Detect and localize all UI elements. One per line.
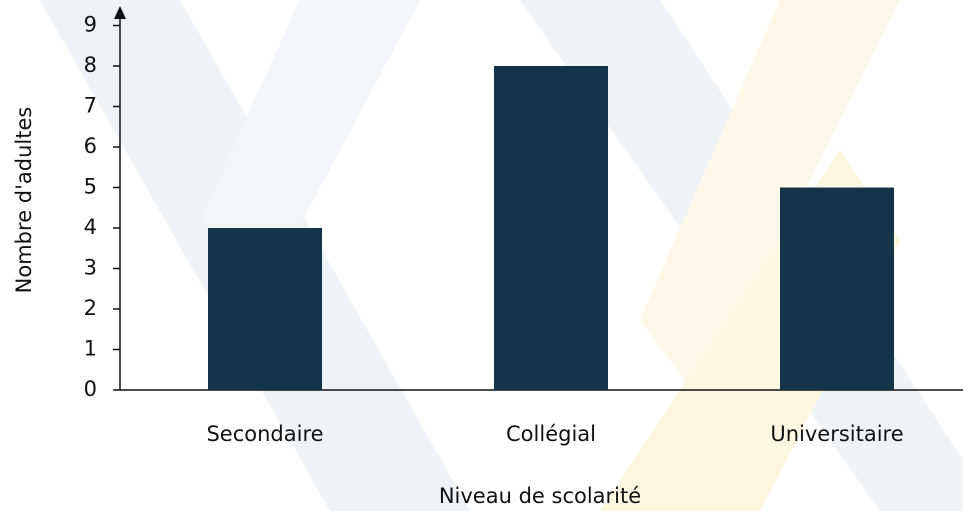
x-tick-label: Secondaire bbox=[206, 422, 323, 446]
y-tick-label: 5 bbox=[84, 175, 97, 199]
y-axis-label: Nombre d'adultes bbox=[12, 107, 36, 294]
y-tick-label: 9 bbox=[84, 13, 97, 37]
y-tick-label: 0 bbox=[84, 377, 97, 401]
y-tick-label: 8 bbox=[84, 53, 97, 77]
x-tick-label: Universitaire bbox=[770, 422, 903, 446]
x-axis-label: Niveau de scolarité bbox=[439, 484, 641, 508]
x-tick-label: Collégial bbox=[506, 422, 596, 446]
y-tick-label: 1 bbox=[84, 337, 97, 361]
y-tick-label: 2 bbox=[84, 296, 97, 320]
y-tick-label: 4 bbox=[84, 215, 97, 239]
y-tick-label: 3 bbox=[84, 256, 97, 280]
y-tick-label: 6 bbox=[84, 134, 97, 158]
bar bbox=[494, 66, 608, 390]
bar bbox=[780, 187, 894, 390]
bar bbox=[208, 228, 322, 390]
y-axis-arrow bbox=[114, 6, 126, 19]
y-tick-label: 7 bbox=[84, 94, 97, 118]
